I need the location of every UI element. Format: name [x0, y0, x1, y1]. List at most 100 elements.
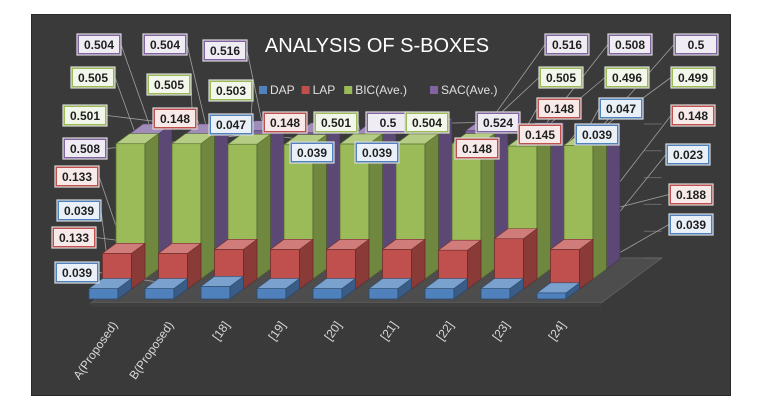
callout-value: 0.133: [59, 231, 89, 245]
callout-dap-33: 0.039: [668, 213, 714, 236]
callout-leader-line: [114, 77, 138, 139]
callout-bic-ave-11: 0.499: [670, 66, 716, 89]
chart-floor-edge: [91, 303, 601, 307]
callout-bic-ave-16: 0.501: [313, 111, 359, 134]
callout-lap-13: 0.148: [152, 107, 198, 130]
callout-value: 0.516: [552, 38, 582, 52]
x-tick-label-18: [18]: [210, 319, 233, 343]
callout-dap-21: 0.047: [598, 97, 644, 120]
legend-item-bic-ave: BIC(Ave.): [344, 83, 407, 97]
bar-lap-a-proposed: [101, 242, 146, 290]
callout-dap-29: 0.023: [665, 143, 711, 166]
callout-lap-31: 0.188: [668, 183, 714, 206]
bar-lap-19: [269, 238, 314, 290]
callout-value: 0.504: [84, 38, 114, 52]
callout-value: 0.148: [270, 116, 300, 130]
callout-value: 0.496: [612, 71, 642, 85]
chart-title: ANALYSIS OF S-BOXES: [265, 35, 489, 57]
chart-svg: ANALYSIS OF S-BOXES 0.504 0.504 0.516 0.516…: [51, 33, 719, 382]
callout-value: 0.501: [321, 116, 351, 130]
callout-value: 0.047: [216, 118, 246, 132]
callout-value: 0.505: [78, 71, 108, 85]
callout-sac-ave-17: 0.5: [365, 111, 411, 134]
x-tick-label-24: [24]: [546, 319, 569, 343]
x-tick-label-23: [23]: [490, 319, 513, 343]
bar-dap-24: [536, 282, 581, 300]
callout-lap-26: 0.148: [454, 137, 500, 160]
callout-value: 0.5: [380, 116, 397, 130]
callout-sac-ave-2: 0.516: [202, 39, 248, 62]
bar-dap-22: [424, 277, 469, 300]
callout-bic-ave-9: 0.505: [538, 66, 584, 89]
legend-item-dap: DAP: [259, 83, 295, 97]
legend-swatch: [430, 86, 438, 94]
callout-lap-15: 0.148: [262, 111, 308, 134]
callout-value: 0.508: [70, 142, 100, 156]
bar-dap-19: [256, 277, 301, 300]
legend-swatch: [301, 86, 310, 94]
callout-value: 0.148: [160, 112, 190, 126]
callout-value: 0.039: [297, 146, 327, 160]
callout-lap-34: 0.133: [51, 226, 97, 249]
bar-dap-18: [200, 275, 245, 300]
callout-dap-35: 0.039: [54, 261, 100, 284]
callout-sac-ave-3: 0.516: [544, 33, 590, 56]
callout-value: 0.524: [483, 116, 513, 130]
callout-lap-27: 0.145: [517, 123, 563, 146]
callout-value: 0.039: [676, 218, 706, 232]
callout-leader-line: [186, 44, 208, 130]
callout-value: 0.505: [546, 71, 576, 85]
callout-value: 0.499: [678, 71, 708, 85]
bar-dap-20: [312, 277, 357, 300]
callout-dap-32: 0.039: [56, 199, 102, 222]
x-tick-label-a-proposed: A(Proposed): [70, 319, 120, 382]
bar-dap-a-proposed: [88, 277, 133, 300]
callout-value: 0.501: [70, 109, 100, 123]
callout-lap-22: 0.148: [670, 104, 716, 127]
callout-value: 0.133: [62, 170, 92, 184]
callout-value: 0.047: [606, 102, 636, 116]
callout-value: 0.023: [673, 148, 703, 162]
callout-value: 0.5: [688, 38, 705, 52]
callout-bic-ave-12: 0.501: [62, 104, 108, 127]
callout-value: 0.039: [362, 146, 392, 160]
legend-label: LAP: [313, 83, 336, 97]
callout-value: 0.508: [615, 38, 645, 52]
chart-area: ANALYSIS OF S-BOXES 0.504 0.504 0.516 0.516…: [31, 14, 731, 396]
callout-sac-ave-4: 0.508: [607, 33, 653, 56]
callout-value: 0.148: [678, 109, 708, 123]
callout-bic-ave-6: 0.505: [70, 66, 116, 89]
callout-value: 0.145: [525, 128, 555, 142]
callout-value: 0.039: [64, 204, 94, 218]
callout-sac-ave-0: 0.504: [76, 33, 122, 56]
bar-dap-23: [480, 277, 525, 300]
bar-dap-21: [368, 277, 413, 300]
callout-value: 0.516: [210, 44, 240, 58]
x-tick-label-19: [19]: [266, 319, 289, 343]
legend-swatch: [259, 86, 267, 94]
x-tick-label-21: [21]: [378, 319, 401, 343]
callout-value: 0.504: [150, 38, 180, 52]
callout-sac-ave-23: 0.508: [62, 137, 108, 160]
bar-lap-24: [549, 238, 594, 290]
callout-leader-line: [120, 44, 152, 130]
legend-label: BIC(Ave.): [355, 83, 407, 97]
callout-lap-30: 0.133: [54, 165, 100, 188]
callout-leader-line: [246, 50, 264, 126]
callout-dap-24: 0.039: [289, 141, 335, 164]
callout-dap-14: 0.047: [208, 113, 254, 136]
x-tick-label-b-proposed: B(Proposed): [126, 319, 176, 382]
x-tick-label-20: [20]: [322, 319, 345, 343]
callout-value: 0.039: [62, 266, 92, 280]
legend-label: DAP: [270, 83, 295, 97]
callout-dap-25: 0.039: [354, 141, 400, 164]
callout-sac-ave-1: 0.504: [142, 33, 188, 56]
legend-swatch: [344, 86, 353, 94]
bar-lap-23: [493, 228, 538, 290]
callout-bic-ave-7: 0.505: [146, 73, 192, 96]
callout-value: 0.188: [676, 188, 706, 202]
legend-label: SAC(Ave.): [441, 83, 497, 97]
callout-dap-28: 0.039: [574, 123, 620, 146]
callout-value: 0.148: [462, 142, 492, 156]
callout-value: 0.505: [154, 78, 184, 92]
